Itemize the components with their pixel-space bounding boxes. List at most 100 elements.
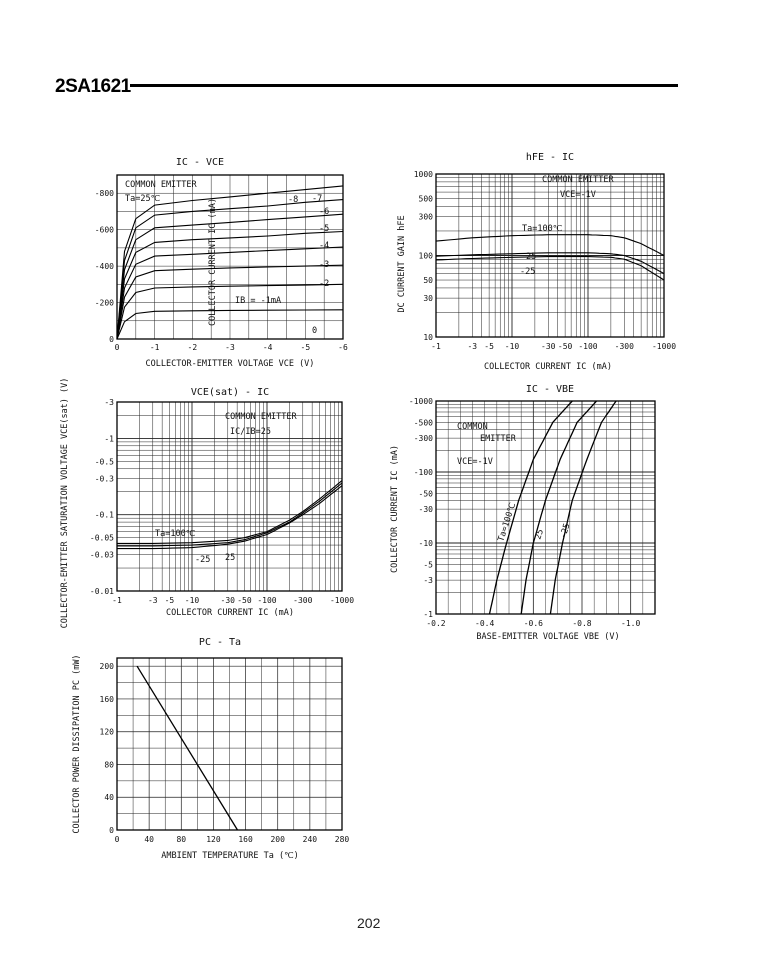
tick-label: -0.3 — [95, 474, 114, 483]
tick-label: -1 — [423, 610, 433, 619]
chart-title: IC - VCE — [176, 157, 224, 168]
pc-ta-chart: PC - Ta COLLECTOR POWER DISSIPATION PC (… — [72, 637, 350, 861]
vcesat-ic-chart: VCE(sat) - IC COLLECTOR-EMITTER SATURATI… — [60, 378, 354, 629]
y-axis-label: COLLECTOR CURRENT IC (mA) — [208, 198, 218, 326]
tick-label: -300 — [293, 596, 312, 605]
tick-label: 0 — [109, 335, 114, 344]
tick-label: -400 — [95, 262, 114, 271]
tick-label: -30 — [541, 342, 556, 351]
curve-label: Ta=100℃ — [522, 224, 563, 234]
vcesat-curve-0 — [117, 480, 343, 544]
chart-title: hFE - IC — [526, 152, 574, 163]
y-axis-label: COLLECTOR POWER DISSIPATION PC (mW) — [72, 654, 82, 833]
y-axis-label: COLLECTOR-EMITTER SATURATION VOLTAGE VCE… — [60, 378, 70, 629]
legend-line-2: IC/IB=25 — [230, 427, 271, 437]
vcesat-curve-1 — [117, 482, 343, 547]
tick-label: 300 — [419, 213, 434, 222]
legend-line-1: COMMON — [457, 422, 488, 432]
tick-label: 280 — [335, 835, 350, 844]
tick-label: -500 — [414, 418, 433, 427]
legend-line-2: Ta=25℃ — [125, 194, 161, 204]
tick-label: -5 — [423, 560, 433, 569]
tick-label: -100 — [414, 468, 433, 477]
tick-label: 0 — [109, 826, 114, 835]
ib-curve-m8 — [116, 185, 344, 340]
hfe-ic-chart: hFE - IC DC CURRENT GAIN hFE COLLECTOR C… — [397, 152, 676, 372]
ib-curve-m5 — [116, 230, 344, 340]
tick-label: -0.6 — [524, 619, 543, 628]
chart-title: VCE(sat) - IC — [191, 387, 269, 398]
tick-label: -1 — [150, 343, 160, 352]
tick-label: 240 — [303, 835, 318, 844]
tick-label: -300 — [615, 342, 634, 351]
page-number: 202 — [357, 915, 381, 931]
tick-label: -0.5 — [95, 457, 114, 466]
tick-label: -1000 — [409, 397, 433, 406]
tick-label: -1 — [431, 342, 441, 351]
tick-label: -10 — [419, 539, 434, 548]
tick-label: -10 — [185, 596, 200, 605]
tick-label: -0.03 — [90, 551, 114, 560]
vcesat-curve-2 — [117, 485, 343, 550]
ib-curve-m7 — [116, 199, 344, 340]
hfe-curve-2 — [435, 256, 665, 281]
curve-label: -8 — [288, 195, 298, 205]
x-axis-label: AMBIENT TEMPERATURE Ta (℃) — [161, 851, 298, 861]
chart-title: PC - Ta — [199, 637, 241, 648]
legend-line-1: COMMON EMITTER — [225, 412, 298, 422]
hfe-curve-0 — [435, 234, 665, 256]
ic-vce-chart: IC - VCE COLLECTOR CURRENT IC (mA) COLLE… — [95, 157, 348, 369]
legend-line-1: COMMON EMITTER — [125, 180, 198, 190]
tick-label: 120 — [100, 728, 115, 737]
tick-label: -30 — [419, 505, 434, 514]
x-axis-label: COLLECTOR-EMITTER VOLTAGE VCE (V) — [146, 359, 315, 369]
tick-label: -3 — [467, 342, 477, 351]
curve-label: 25 — [526, 252, 536, 262]
curve-label: -25 — [520, 267, 535, 277]
tick-label: -100 — [257, 596, 276, 605]
tick-label: -50 — [558, 342, 573, 351]
tick-label: -0.4 — [475, 619, 494, 628]
tick-label: -10 — [505, 342, 520, 351]
chart-legend: COMMON EMITTER VCE=-1V — [457, 422, 517, 467]
curve-label: -2 — [319, 279, 329, 289]
tick-label: 40 — [144, 835, 154, 844]
curve-label: -5 — [319, 224, 329, 234]
tick-label: 30 — [423, 294, 433, 303]
tick-label: 80 — [104, 760, 114, 769]
document-title: 2SA1621 — [55, 76, 131, 97]
plot-frame — [116, 401, 343, 592]
tick-label: -2 — [188, 343, 198, 352]
tick-label: 10 — [423, 333, 433, 342]
hfe-curve-1 — [435, 252, 665, 275]
tick-label: 0 — [115, 343, 120, 352]
tick-label: -4 — [263, 343, 273, 352]
tick-label: -800 — [95, 189, 114, 198]
x-axis-label: COLLECTOR CURRENT IC (mA) — [166, 608, 294, 618]
y-axis-label: DC CURRENT GAIN hFE — [397, 215, 407, 312]
tick-label: -3 — [225, 343, 235, 352]
tick-label: -0.05 — [90, 534, 114, 543]
curve-label: Ta=100℃ — [496, 501, 518, 543]
tick-label: -100 — [578, 342, 597, 351]
ib-curve-m4 — [116, 246, 344, 340]
tick-label: -300 — [414, 434, 433, 443]
curve-label: -25 — [558, 522, 572, 540]
title-rule — [130, 84, 678, 87]
tick-label: -0.1 — [95, 511, 114, 520]
tick-label: 0 — [115, 835, 120, 844]
vbe-curve-2 — [549, 400, 617, 615]
tick-label: 120 — [206, 835, 221, 844]
ib-curve-m3 — [116, 264, 344, 340]
ib-curve-m6 — [116, 213, 344, 340]
tick-label: -1 — [104, 434, 114, 443]
curve-label: 25 — [533, 528, 546, 541]
tick-label: 200 — [100, 662, 115, 671]
tick-label: 80 — [176, 835, 186, 844]
curve-label: -3 — [319, 260, 329, 270]
curve-label: -25 — [195, 555, 210, 565]
legend-line-1: COMMON EMITTER — [542, 175, 615, 185]
chart-legend: COMMON EMITTER Ta=25℃ — [125, 180, 198, 204]
tick-label: 160 — [100, 695, 115, 704]
